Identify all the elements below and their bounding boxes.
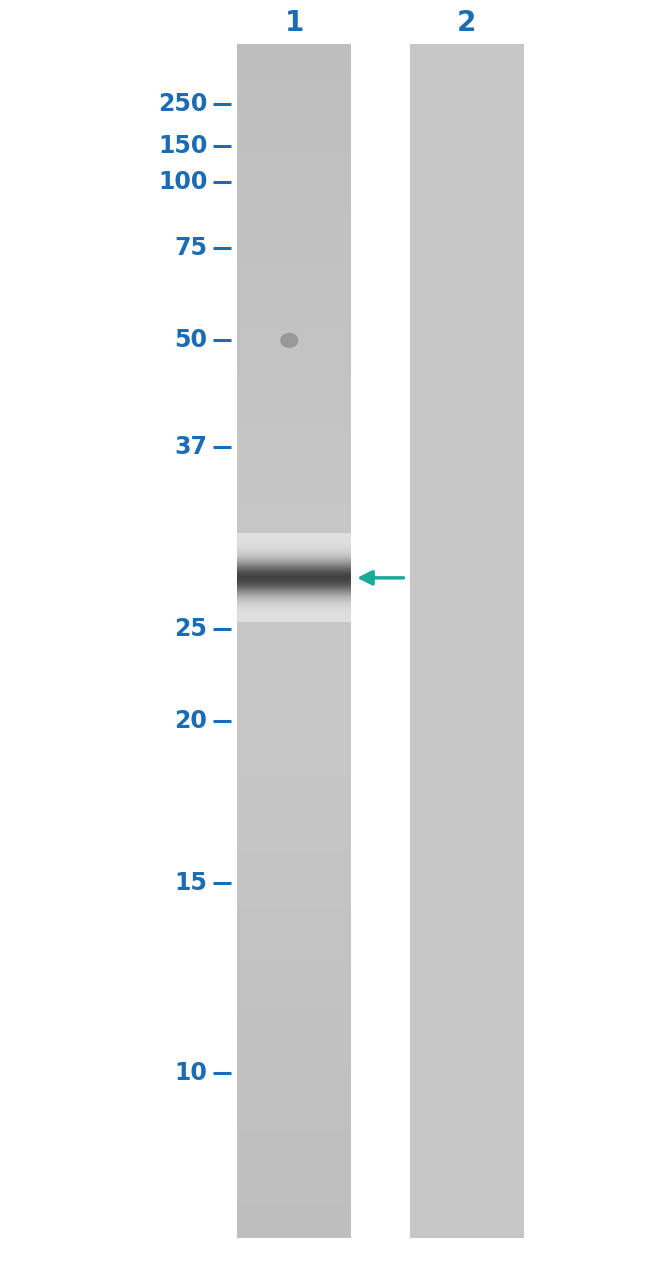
Text: 25: 25 — [174, 617, 207, 640]
Text: 150: 150 — [158, 135, 207, 157]
Text: 50: 50 — [174, 329, 207, 352]
Text: 2: 2 — [457, 9, 476, 37]
Ellipse shape — [280, 333, 298, 348]
Text: 1: 1 — [285, 9, 304, 37]
Text: 75: 75 — [174, 236, 207, 259]
Text: 10: 10 — [174, 1062, 207, 1085]
Text: 37: 37 — [174, 436, 207, 458]
Text: 20: 20 — [174, 710, 207, 733]
Text: 100: 100 — [158, 170, 207, 193]
Text: 250: 250 — [158, 93, 207, 116]
Text: 15: 15 — [174, 871, 207, 894]
